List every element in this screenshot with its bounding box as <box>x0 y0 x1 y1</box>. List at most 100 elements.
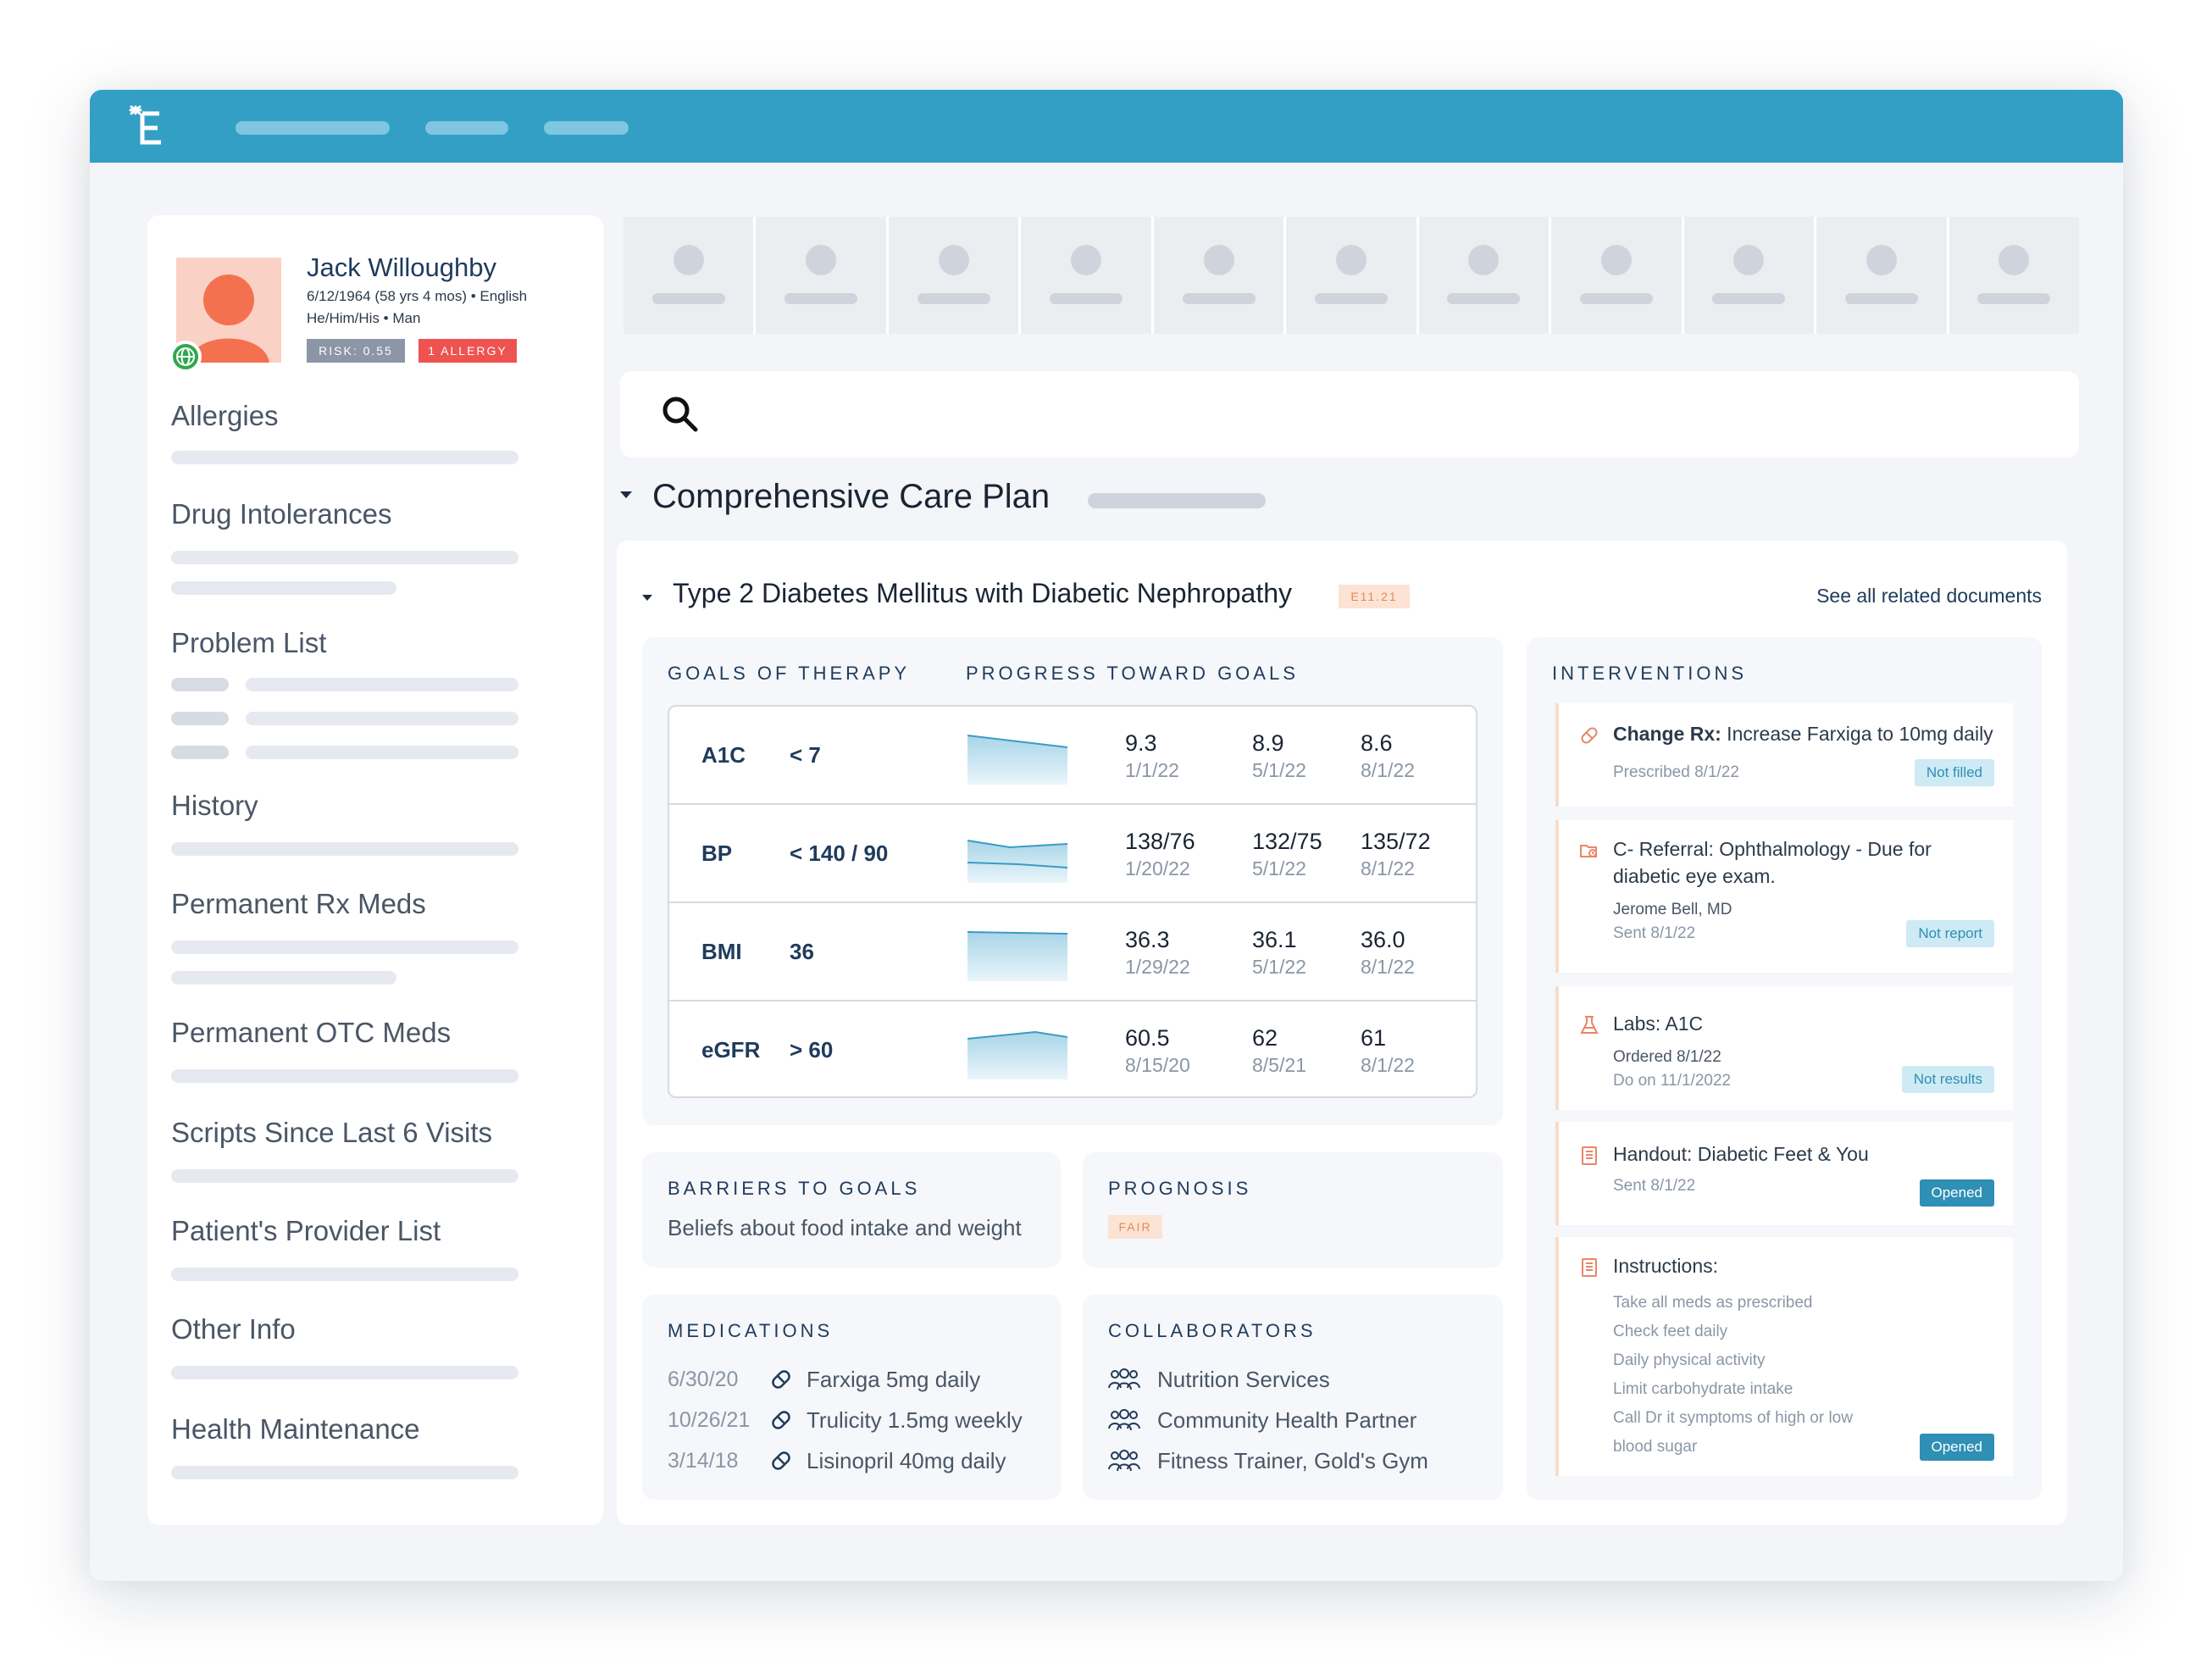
reading-date: 8/1/22 <box>1361 759 1415 781</box>
care-team-card[interactable] <box>1551 217 1684 334</box>
app-window: Jack Willoughby 6/12/1964 (58 yrs 4 mos)… <box>90 90 2123 1581</box>
avatar <box>1600 245 1632 275</box>
intervention-card[interactable]: Labs: A1C Ordered 8/1/22 Do on 11/1/2022… <box>1555 986 2013 1110</box>
search-input[interactable] <box>620 371 2079 458</box>
collaborators-header: COLLABORATORS <box>1108 1320 1317 1341</box>
nav-link-1[interactable] <box>236 121 390 135</box>
trend-sparkline <box>967 1030 1067 1079</box>
reading-date: 5/1/22 <box>1252 956 1306 978</box>
reading-date: 8/1/22 <box>1361 1054 1415 1076</box>
collaborator-name: Community Health Partner <box>1157 1406 1417 1433</box>
section-allergies[interactable]: Allergies <box>171 400 279 431</box>
care-team-card[interactable] <box>1816 217 1949 334</box>
list-item[interactable]: 3/14/18 Lisinopril 40mg daily <box>668 1444 1006 1478</box>
placeholder-line <box>784 293 858 304</box>
intervention-title-line2: diabetic eye exam. <box>1613 865 1776 887</box>
reading-value: 8.9 <box>1252 730 1284 756</box>
pill-icon <box>772 1370 790 1389</box>
care-team-card[interactable] <box>624 217 757 334</box>
reading-date: 8/5/21 <box>1252 1054 1306 1076</box>
section-health-maintenance[interactable]: Health Maintenance <box>171 1413 420 1445</box>
allergy-badge[interactable]: 1 ALLERGY <box>419 339 517 363</box>
care-plan-logo-icon[interactable] <box>124 102 171 149</box>
goal-target: > 60 <box>790 1037 834 1062</box>
placeholder-line <box>1447 293 1521 304</box>
search-icon[interactable] <box>659 393 701 436</box>
placeholder-line <box>171 1466 518 1479</box>
intervention-status-text: Sent 8/1/22 <box>1613 924 1696 942</box>
list-item[interactable]: Community Health Partner <box>1108 1403 1416 1437</box>
care-team-card[interactable] <box>1286 217 1419 334</box>
table-row[interactable]: BP < 140 / 90 138/76 1/20/22 132/75 5/1/… <box>669 805 1476 903</box>
reading-value: 132/75 <box>1252 829 1322 854</box>
instruction-line: blood sugar <box>1613 1438 1698 1456</box>
placeholder-line <box>1844 293 1918 304</box>
section-other-info[interactable]: Other Info <box>171 1313 296 1345</box>
care-team-card[interactable] <box>1021 217 1154 334</box>
trend-sparkline <box>967 931 1067 981</box>
nav-link-2[interactable] <box>425 121 508 135</box>
reading-value: 36.3 <box>1125 927 1170 952</box>
intervention-card[interactable]: Handout: Diabetic Feet & You Sent 8/1/22… <box>1555 1122 2013 1225</box>
goal-target: < 140 / 90 <box>790 841 889 866</box>
list-item[interactable]: Fitness Trainer, Gold's Gym <box>1108 1444 1428 1478</box>
list-item[interactable]: 10/26/21 Trulicity 1.5mg weekly <box>668 1403 1023 1437</box>
barriers-header: BARRIERS TO GOALS <box>668 1178 921 1199</box>
medication-date: 3/14/18 <box>668 1448 739 1473</box>
status-badge[interactable]: Opened <box>1919 1179 1994 1207</box>
section-provider-list[interactable]: Patient's Provider List <box>171 1215 441 1246</box>
patient-name[interactable]: Jack Willoughby <box>307 252 496 282</box>
avatar <box>1203 245 1234 275</box>
condition-card: Type 2 Diabetes Mellitus with Diabetic N… <box>617 541 2067 1525</box>
section-scripts-since-last-visits[interactable]: Scripts Since Last 6 Visits <box>171 1117 493 1148</box>
patient-sidebar: Jack Willoughby 6/12/1964 (58 yrs 4 mos)… <box>147 215 603 1525</box>
avatar <box>673 245 704 275</box>
goals-panel: GOALS OF THERAPY PROGRESS TOWARD GOALS A… <box>642 637 1503 1125</box>
table-row[interactable]: BMI 36 36.3 1/29/22 36.1 5/1/22 36.0 8/1… <box>669 903 1476 1001</box>
placeholder-line <box>171 551 518 564</box>
nav-link-3[interactable] <box>544 121 629 135</box>
section-problem-list[interactable]: Problem List <box>171 627 327 658</box>
status-badge[interactable]: Not report <box>1906 920 1994 947</box>
list-item[interactable]: 6/30/20 Farxiga 5mg daily <box>668 1362 980 1396</box>
top-nav-bar <box>90 90 2123 163</box>
section-drug-intolerances[interactable]: Drug Intolerances <box>171 498 392 530</box>
placeholder-line <box>1182 293 1256 304</box>
instruction-line: Limit carbohydrate intake <box>1613 1380 1793 1398</box>
table-row[interactable]: eGFR > 60 60.5 8/15/20 62 8/5/21 61 8/1/… <box>669 1001 1476 1096</box>
status-badge[interactable]: Not results <box>1901 1066 1994 1093</box>
list-item[interactable]: Nutrition Services <box>1108 1362 1330 1396</box>
intervention-card[interactable]: Instructions: Take all meds as prescribe… <box>1555 1237 2013 1476</box>
table-row[interactable]: A1C < 7 9.3 1/1/22 8.9 5/1/22 8.6 8/1/22 <box>669 707 1476 805</box>
page-title: Comprehensive Care Plan <box>652 478 1051 515</box>
status-badge[interactable]: Opened <box>1919 1434 1994 1461</box>
care-team-card[interactable] <box>756 217 889 334</box>
section-permanent-otc-meds[interactable]: Permanent OTC Meds <box>171 1017 452 1048</box>
care-team-card[interactable] <box>888 217 1022 334</box>
see-all-documents-link[interactable]: See all related documents <box>1816 585 2042 607</box>
care-team-card[interactable] <box>1153 217 1287 334</box>
collapse-caret-icon[interactable] <box>642 595 652 601</box>
intervention-card[interactable]: C- Referral: Ophthalmology - Due for dia… <box>1555 820 2013 973</box>
care-team-card[interactable] <box>1418 217 1552 334</box>
barriers-panel: BARRIERS TO GOALS Beliefs about food int… <box>642 1152 1061 1268</box>
collapse-caret-icon[interactable] <box>620 491 632 498</box>
care-team-card[interactable] <box>1683 217 1817 334</box>
goals-table: A1C < 7 9.3 1/1/22 8.9 5/1/22 8.6 8/1/22 <box>668 705 1477 1098</box>
section-permanent-rx-meds[interactable]: Permanent Rx Meds <box>171 888 426 919</box>
interventions-panel: INTERVENTIONS Change Rx: Increase Farxig… <box>1527 637 2042 1500</box>
instruction-line: Call Dr it symptoms of high or low <box>1613 1409 1853 1427</box>
intervention-title: Handout: Diabetic Feet & You <box>1613 1143 1869 1165</box>
intervention-card[interactable]: Change Rx: Increase Farxiga to 10mg dail… <box>1555 703 2013 807</box>
care-team-card[interactable] <box>1949 217 2079 334</box>
condition-title: Type 2 Diabetes Mellitus with Diabetic N… <box>673 578 1293 608</box>
section-history[interactable]: History <box>171 790 258 821</box>
trend-sparkline <box>967 840 1067 883</box>
reading-value: 9.3 <box>1125 730 1157 756</box>
placeholder-line <box>171 1268 518 1281</box>
patient-avatar[interactable] <box>176 258 281 363</box>
status-badge[interactable]: Not filled <box>1914 759 1994 786</box>
barriers-text: Beliefs about food intake and weight <box>668 1215 1022 1240</box>
reading-value: 135/72 <box>1361 829 1431 854</box>
avatar <box>1335 245 1367 275</box>
